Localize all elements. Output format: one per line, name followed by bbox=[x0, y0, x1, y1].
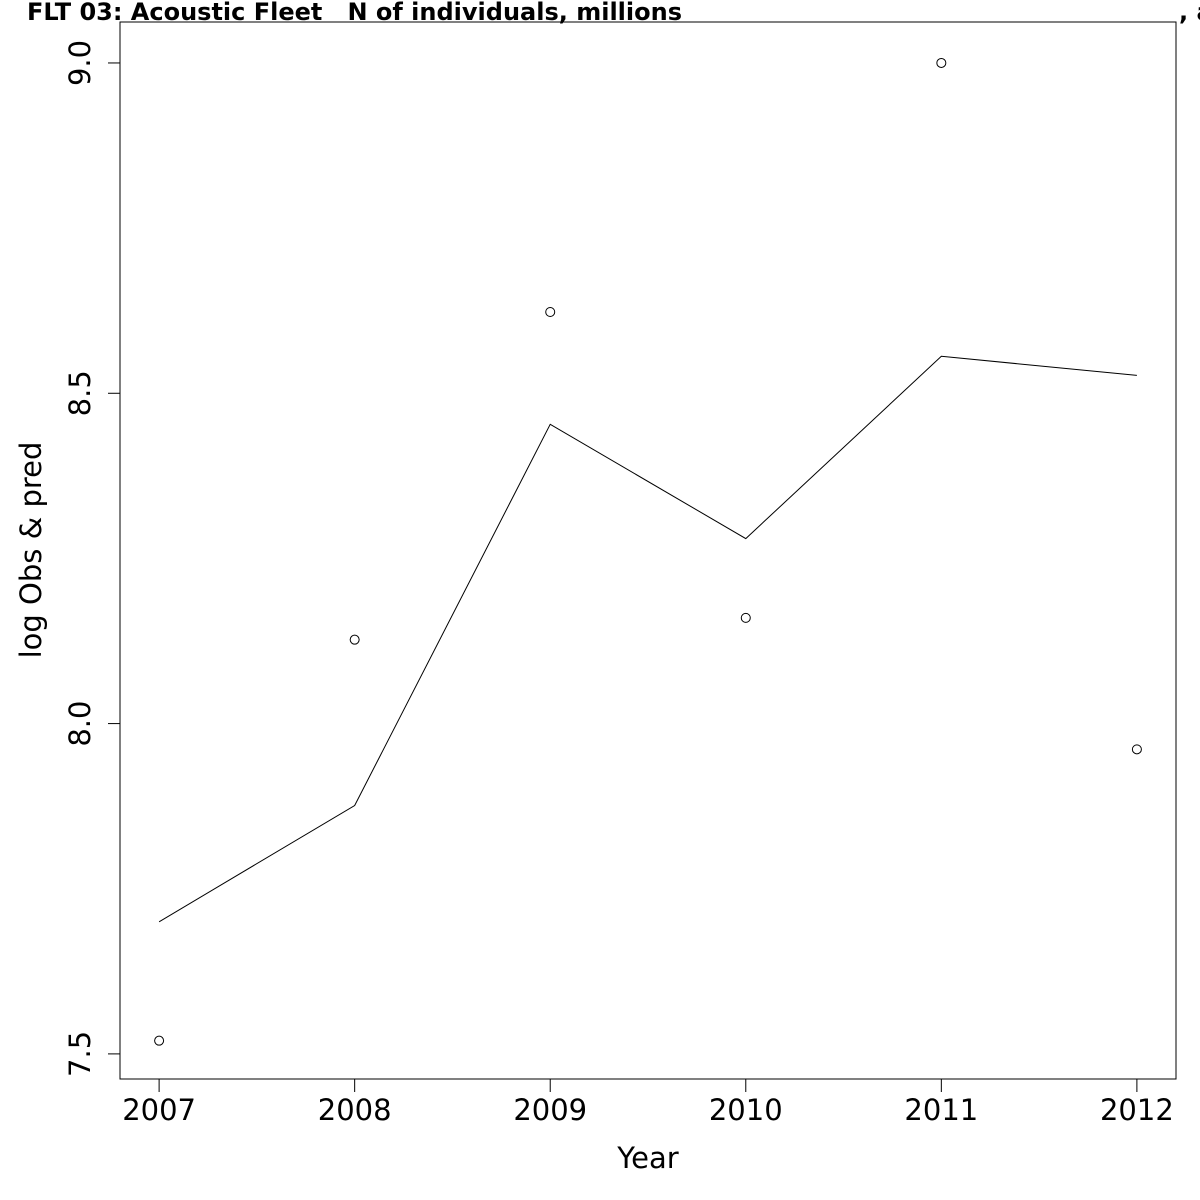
y-tick-label: 8.0 bbox=[63, 701, 97, 747]
x-axis-label: Year bbox=[616, 1141, 678, 1175]
obs-point bbox=[349, 634, 360, 645]
y-axis-label: log Obs & pred bbox=[14, 442, 48, 659]
x-tick-label: 2011 bbox=[904, 1093, 978, 1127]
pred-line bbox=[158, 355, 1137, 923]
obs-point bbox=[154, 1035, 165, 1046]
y-tick-label: 8.5 bbox=[63, 370, 97, 416]
plot-box bbox=[119, 21, 1177, 1080]
x-tick-label: 2007 bbox=[122, 1093, 196, 1127]
y-tick-label: 9.0 bbox=[63, 40, 97, 86]
y-tick-label: 7.5 bbox=[63, 1031, 97, 1077]
x-tick-label: 2010 bbox=[709, 1093, 783, 1127]
obs-point bbox=[740, 612, 751, 623]
chart-title-tail: , a bbox=[1179, 0, 1200, 26]
x-tick-label: 2012 bbox=[1100, 1093, 1174, 1127]
obs-point bbox=[936, 57, 947, 68]
x-tick-label: 2009 bbox=[513, 1093, 587, 1127]
obs-point bbox=[1131, 744, 1142, 755]
obs-point bbox=[545, 307, 556, 318]
x-tick-label: 2008 bbox=[318, 1093, 392, 1127]
